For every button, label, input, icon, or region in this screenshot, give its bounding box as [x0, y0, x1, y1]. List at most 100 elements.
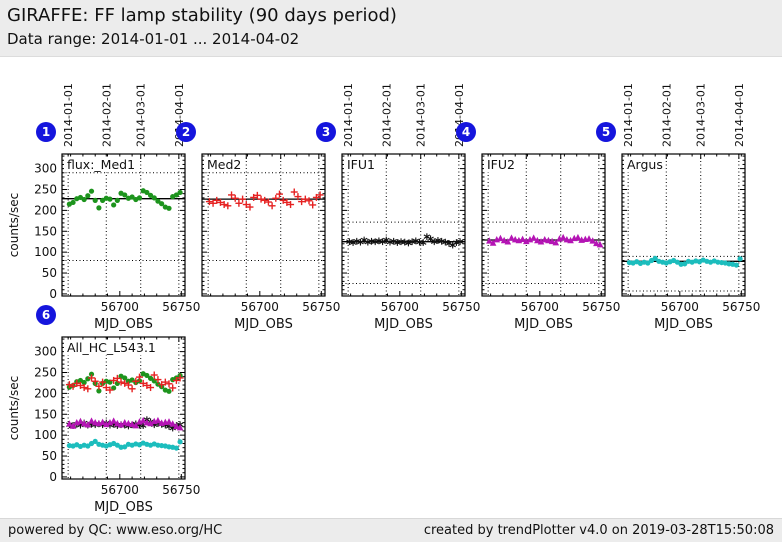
data-point-ifu2: [102, 420, 110, 428]
data-point-ifu1: [453, 240, 460, 245]
plot-frame: [481, 153, 606, 297]
data-point-med1: [122, 375, 128, 381]
plot-number-badge-label: 3: [322, 125, 330, 139]
data-point-ifu1: [445, 241, 453, 246]
data-point-ifu1: [346, 239, 353, 244]
plot-area: 0 50 100 150 200 250 300 56700 56750 MJD_OBS count…: [0, 57, 782, 518]
data-point-ifu2: [489, 239, 497, 246]
data-point-med1: [111, 202, 117, 208]
plot-frame: [61, 336, 186, 480]
plot-title: IFU1: [347, 157, 375, 172]
data-point-med1: [155, 198, 161, 204]
footer-created-by: created by trendPlotter v4.0 on 2019-03-…: [423, 523, 774, 538]
data-point-ifu2: [500, 236, 508, 244]
subplot-1: 0 50 100 150 200 250 300 56700 56750 MJD_OBS count…: [7, 83, 200, 332]
y-axis-label: counts/sec: [7, 193, 21, 257]
x-tick-label: 56750: [442, 300, 480, 314]
data-point-ifu2: [530, 234, 537, 241]
date-range-subtitle: Data range: 2014-01-01 ... 2014-04-02: [7, 30, 300, 48]
data-point-med1: [96, 205, 102, 211]
data-point-ifu1: [375, 238, 383, 244]
plot-number-badge: [36, 122, 56, 142]
data-point-ifu2: [508, 234, 515, 241]
data-point-ifu1: [349, 240, 357, 245]
data-point-med1: [96, 388, 102, 394]
data-point-ifu2: [574, 233, 582, 241]
date-label: 2014-01-01: [342, 83, 355, 147]
y-tick-label: 150: [34, 224, 57, 238]
plot-number-badge-label: 6: [42, 308, 50, 322]
y-tick-label: 300: [34, 345, 57, 359]
x-tick-label: 56700: [101, 483, 139, 497]
date-label: 2014-03-01: [135, 83, 148, 147]
data-point-ifu1: [442, 239, 449, 245]
data-point-ifu1: [364, 239, 372, 245]
date-label: 2014-04-01: [733, 83, 746, 147]
date-label: 2014-03-01: [695, 83, 708, 147]
data-point-argus: [122, 444, 128, 450]
plot-title: All_HC_L543.1: [67, 340, 156, 355]
data-point-ifu2: [88, 417, 95, 424]
plot-title: Med2: [207, 157, 241, 172]
date-label: 2014-02-01: [100, 83, 113, 147]
plot-number-badge-label: 5: [602, 125, 610, 139]
x-tick-label: 56700: [241, 300, 279, 314]
plot-number-badge: [316, 122, 336, 142]
data-point-ifu2: [519, 235, 526, 242]
date-label: 2014-01-01: [622, 83, 635, 147]
date-label: 2014-01-01: [62, 83, 75, 147]
data-point-med1: [155, 381, 161, 387]
x-tick-label: 56700: [101, 300, 139, 314]
data-point-ifu1: [386, 239, 394, 245]
plot-frame: [61, 153, 186, 297]
data-point-ifu2: [559, 233, 567, 241]
x-axis-label: MJD_OBS: [94, 500, 153, 515]
data-point-ifu2: [173, 422, 180, 430]
data-point-med1: [92, 197, 98, 203]
data-point-ifu1: [423, 234, 431, 239]
data-point-med1: [166, 388, 172, 394]
data-point-ifu2: [522, 237, 530, 245]
data-point-med1: [147, 375, 154, 381]
x-tick-label: 56750: [162, 300, 200, 314]
y-tick-label: 100: [34, 428, 57, 442]
data-point-ifu2: [117, 421, 125, 428]
data-point-ifu2: [165, 418, 173, 425]
plot-number-badge: [456, 122, 476, 142]
data-point-ifu2: [534, 236, 541, 244]
data-point-ifu2: [526, 236, 534, 243]
footer-powered-by: powered by QC: www.eso.org/HC: [8, 523, 223, 538]
data-point-ifu1: [405, 240, 412, 246]
data-point-ifu1: [408, 239, 416, 244]
data-point-ifu1: [427, 236, 434, 242]
data-point-med1: [129, 194, 135, 200]
data-point-argus: [652, 255, 658, 262]
data-point-med1: [107, 196, 113, 202]
y-tick-label: 0: [49, 470, 57, 484]
data-point-med1: [177, 189, 183, 196]
data-point-ifu1: [456, 239, 464, 244]
plot-number-badge: [176, 122, 196, 142]
plot-number-badge: [36, 305, 56, 325]
data-point-ifu1: [419, 240, 427, 245]
x-axis-label: MJD_OBS: [234, 317, 293, 332]
data-point-med1: [166, 205, 172, 211]
plot-title-bg: [484, 156, 518, 172]
data-point-argus: [177, 439, 183, 445]
data-point-ifu2: [486, 237, 493, 244]
data-point-ifu2: [128, 420, 136, 428]
data-point-med1: [85, 376, 91, 382]
data-point-argus: [733, 262, 739, 268]
subplot-5: 56700 56750 MJD_OBS Argus 2014-01-01 2014-02-…: [596, 83, 760, 332]
y-tick-label: 100: [34, 245, 57, 259]
data-point-ifu2: [147, 419, 154, 427]
page-header: GIRAFFE: FF lamp stability (90 days peri…: [0, 0, 782, 57]
x-tick-label: 56750: [582, 300, 620, 314]
data-point-argus: [85, 443, 91, 449]
data-point-ifu1: [434, 238, 442, 243]
x-tick-label: 56750: [722, 300, 760, 314]
y-axis-label: counts/sec: [7, 376, 21, 440]
data-point-argus: [92, 438, 98, 445]
data-point-med1: [173, 192, 179, 198]
